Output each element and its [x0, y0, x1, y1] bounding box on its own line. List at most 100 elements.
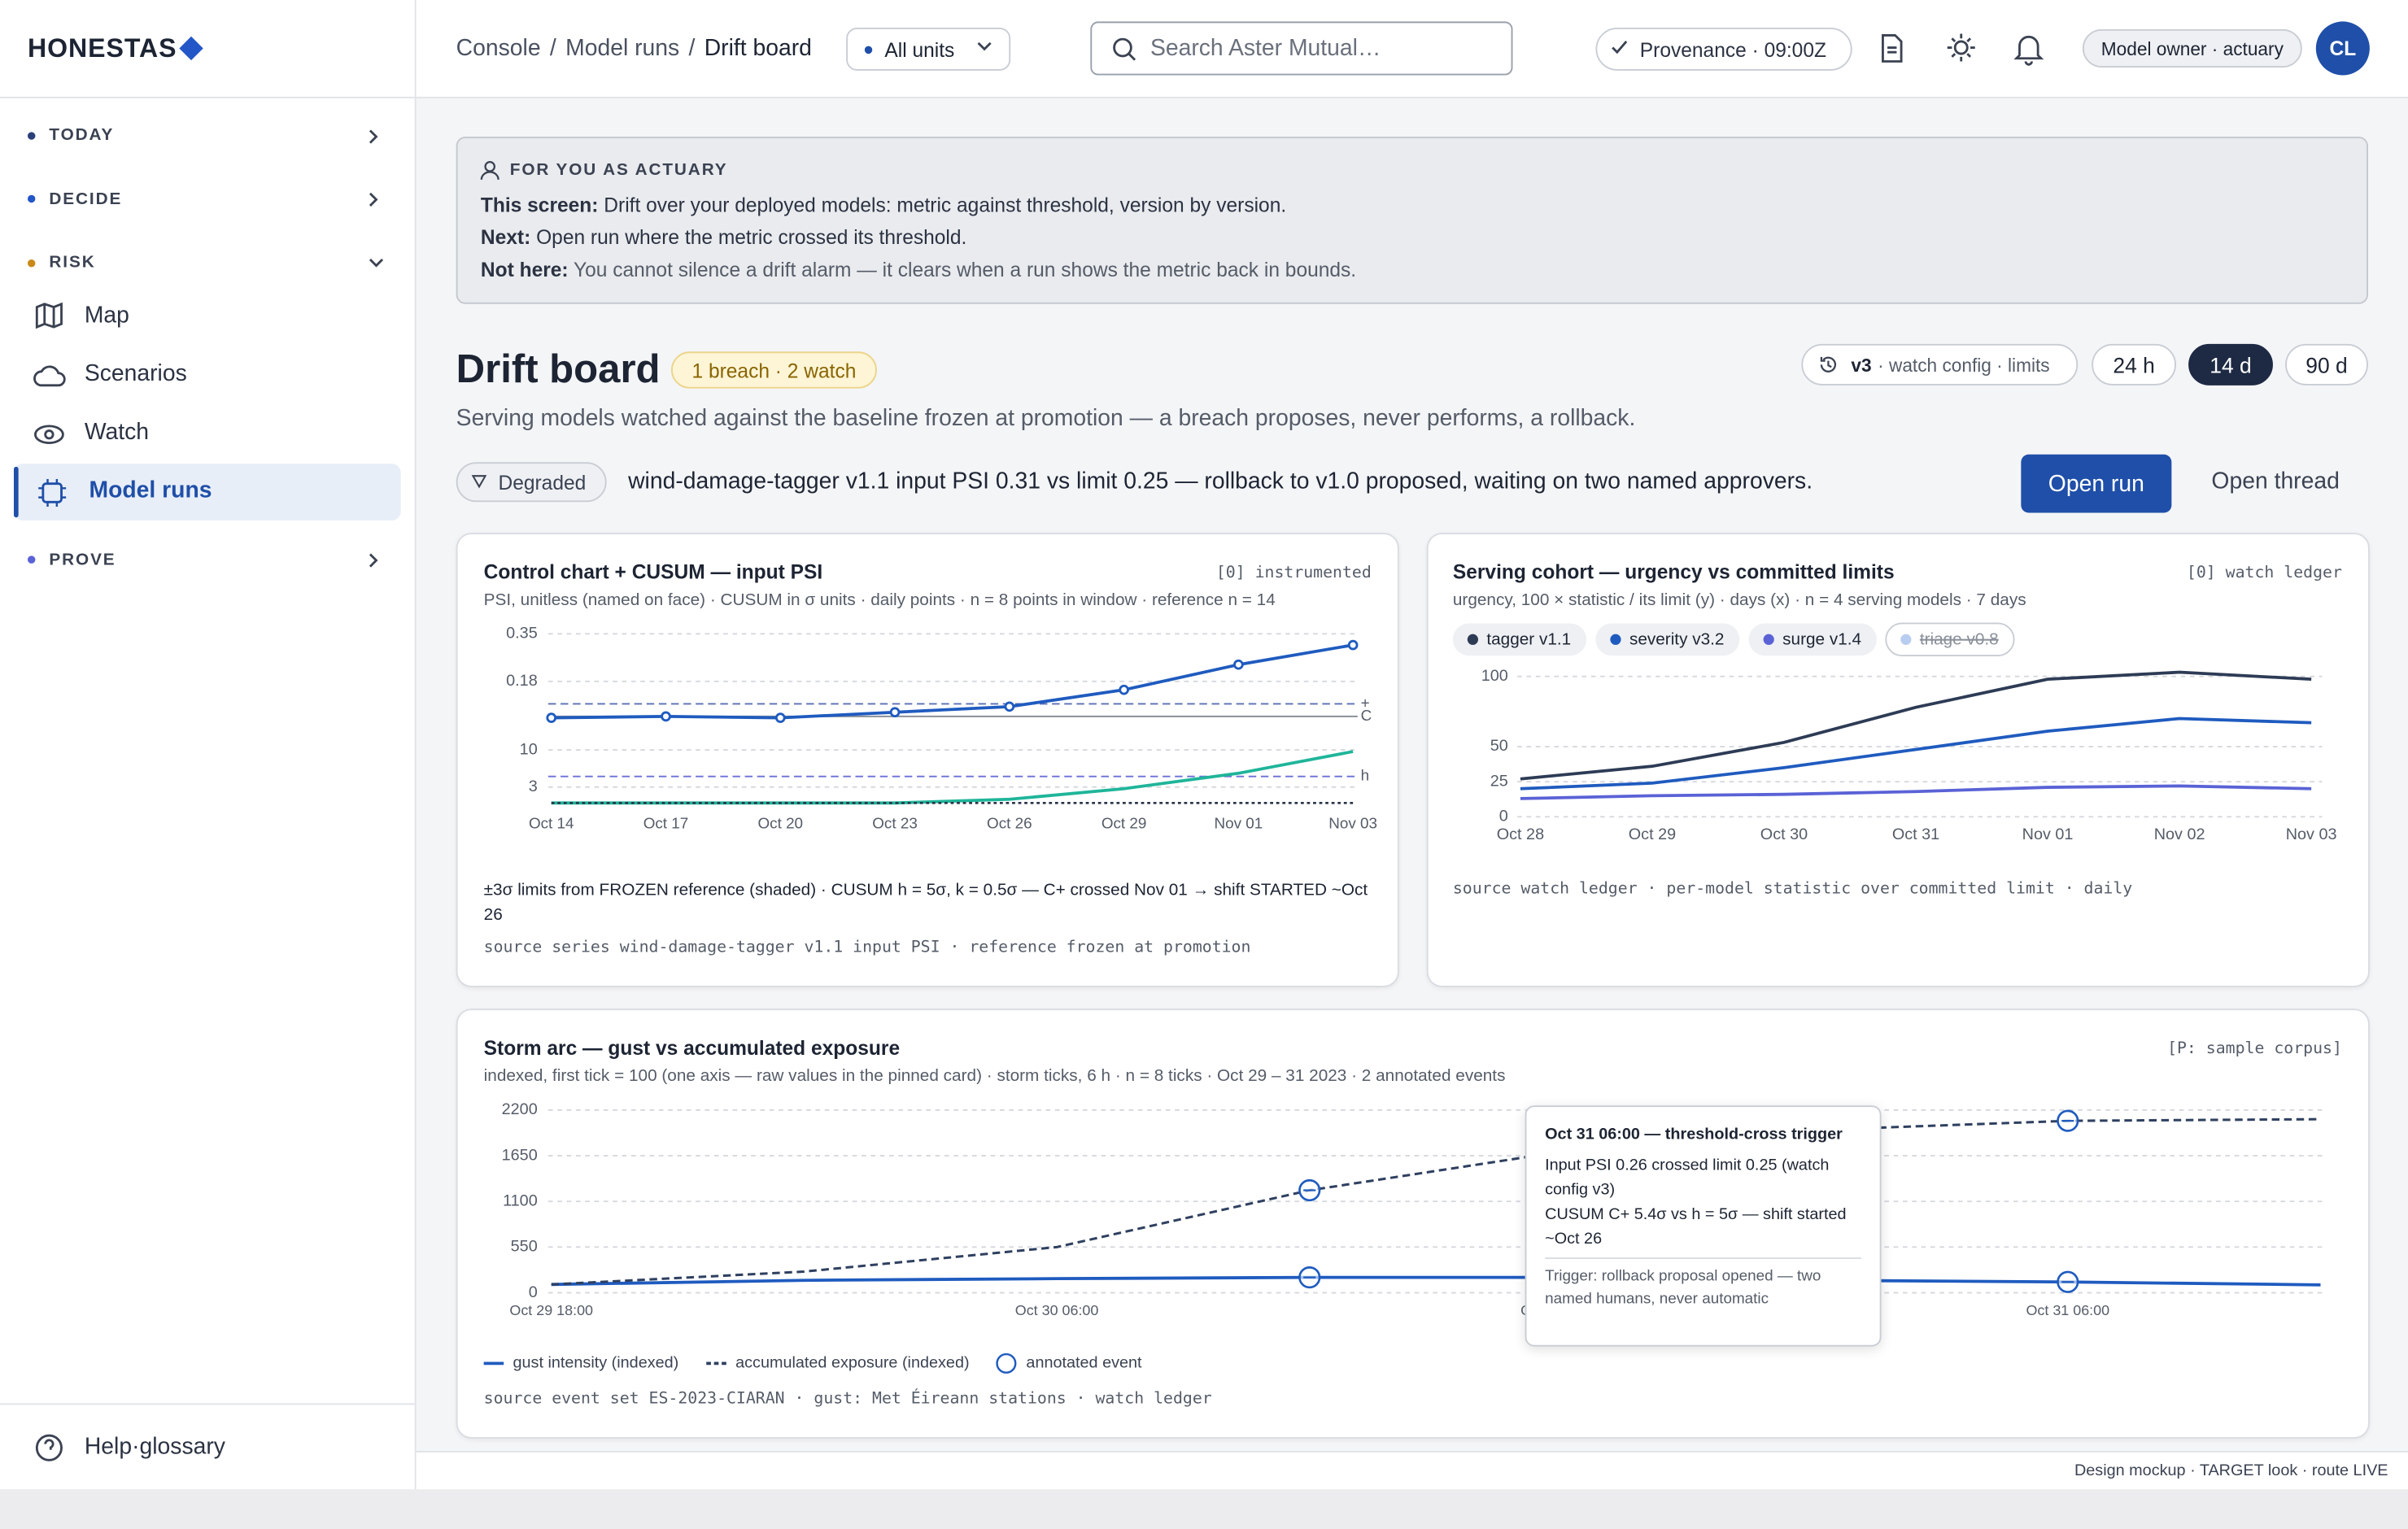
badge-label: 1 breach · 2 watch: [691, 358, 857, 382]
degraded-pill: Degraded: [456, 462, 607, 503]
tooltip-note: Trigger: rollback proposal opened — two …: [1545, 1257, 1862, 1311]
card-title: Serving cohort — urgency vs committed li…: [1452, 560, 1895, 584]
provenance[interactable]: Provenance · 09:00Z: [1595, 27, 1852, 71]
card-note: ±3σ limits from FROZEN reference (shaded…: [483, 881, 1368, 925]
banner-line: Next: Open run where the metric crossed …: [481, 226, 966, 249]
card-subtitle: indexed, first tick = 100 (one axis — ra…: [483, 1067, 1506, 1086]
doc-icon[interactable]: [1882, 34, 1903, 63]
banner-heading: FOR YOU AS ACTUARY: [509, 161, 728, 180]
brand[interactable]: HONESTAS: [27, 33, 177, 63]
status-label: Degraded: [498, 470, 587, 494]
provenance-label: Provenance · 09:00Z: [1639, 37, 1826, 61]
section-dot: [27, 132, 36, 140]
card-tag: [P: sample corpus]: [2167, 1039, 2342, 1058]
banner-label: This screen:: [480, 193, 599, 217]
banner-text: Drift over your deployed models: metric …: [598, 193, 1287, 217]
search-placeholder: Search Aster Mutual…: [1149, 35, 1381, 62]
divider: [0, 96, 415, 98]
avatar[interactable]: CL: [2315, 21, 2370, 76]
range-toggle[interactable]: 90 d: [2285, 343, 2368, 386]
banner-label: Next:: [480, 225, 531, 249]
search-icon: [1113, 37, 1132, 58]
range-label: 14 d: [2210, 352, 2252, 377]
config-pill[interactable]: v3 · watch config · limits: [1801, 343, 2079, 386]
section[interactable]: DECIDE: [49, 190, 123, 209]
nav-item[interactable]: Scenarios: [84, 360, 187, 387]
divider: [0, 1403, 415, 1405]
check-icon: [1612, 41, 1628, 54]
button-label: Open run: [2048, 470, 2144, 497]
user-icon: [480, 161, 499, 180]
tooltip-line: CUSUM C+ 5.4σ vs h = 5σ — shift started …: [1545, 1204, 1847, 1248]
banner-text: Open run where the metric crossed its th…: [530, 225, 967, 249]
tooltip-line: Input PSI 0.26 crossed limit 0.25 (watch…: [1545, 1156, 1830, 1200]
help-icon: [35, 1434, 63, 1461]
chip-icon: [38, 478, 67, 507]
role[interactable]: Model owner · actuary: [2082, 28, 2302, 68]
cloud-icon: [33, 365, 66, 387]
section[interactable]: RISK: [49, 253, 96, 272]
banner-line: Not here: You cannot silence a drift ala…: [481, 258, 1356, 281]
history-icon: [1820, 356, 1837, 372]
role-banner: [456, 137, 2368, 304]
nav-item[interactable]: Map: [84, 302, 129, 329]
breadcrumb: Console / Model runs / Drift board: [456, 35, 812, 62]
section-dot: [27, 194, 36, 203]
banner-text: You cannot silence a drift alarm — it cl…: [568, 258, 1357, 281]
bell-icon[interactable]: [2013, 35, 2044, 66]
chevron: [369, 192, 378, 207]
eye-icon: [34, 425, 64, 445]
chevron: [369, 259, 384, 268]
map-icon: [35, 302, 63, 329]
chevron: [369, 129, 378, 144]
role-label: Model owner · actuary: [2100, 37, 2284, 59]
card-title: Control chart + CUSUM — input PSI: [483, 560, 823, 584]
config-version: v3: [1851, 354, 1872, 376]
unit-filter[interactable]: All units: [846, 27, 1011, 71]
card-source: source watch ledger · per-model statisti…: [1452, 879, 2133, 899]
range-label: 90 d: [2305, 352, 2348, 377]
range-toggle[interactable]: 24 h: [2092, 343, 2177, 386]
topbar-icons: [977, 33, 2044, 66]
nav-item[interactable]: Watch: [84, 419, 150, 446]
page-subtitle: Serving models watched against the basel…: [456, 405, 1636, 432]
open-run-button[interactable]: Open run: [2021, 454, 2172, 513]
filter-icon: [471, 475, 487, 489]
active-item-bg: [13, 464, 401, 521]
alert-text: wind-damage-tagger v1.1 input PSI 0.31 v…: [628, 468, 1813, 494]
range-toggle[interactable]: 14 d: [2188, 343, 2273, 386]
search-box[interactable]: [1090, 21, 1513, 76]
theme-icon[interactable]: [1953, 40, 1969, 55]
page-title: Drift board: [456, 345, 661, 392]
sidebar-icons: [33, 129, 384, 1461]
crumb: Drift board: [704, 35, 812, 62]
avatar-label: CL: [2329, 37, 2357, 60]
theme-icon[interactable]: [1947, 33, 1975, 62]
chevron: [369, 553, 378, 568]
card-source: source event set ES-2023-CIARAN · gust: …: [483, 1389, 1212, 1409]
crumb[interactable]: Model runs: [565, 35, 680, 62]
banner-label: Not here:: [480, 258, 569, 281]
sidebar: HONESTAS TODAY DECIDE RISK PROVE: [0, 0, 417, 1490]
section[interactable]: TODAY: [49, 125, 115, 145]
section-dot: [27, 259, 36, 268]
unit-filter-label: All units: [884, 37, 955, 61]
card-tag: [0] instrumented: [1215, 563, 1372, 582]
banner-line: This screen: Drift over your deployed mo…: [481, 194, 1286, 216]
help-icon: [44, 1439, 55, 1450]
card-title: Storm arc — gust vs accumulated exposure: [483, 1036, 901, 1060]
footer-bar: [416, 1450, 2408, 1492]
section[interactable]: PROVE: [49, 551, 116, 570]
card-tag: [0] watch ledger: [2186, 563, 2342, 582]
footer-text: Design mockup · TARGET look · route LIVE: [2074, 1461, 2388, 1480]
tooltip: Oct 31 06:00 — threshold-cross trigger I…: [1525, 1105, 1882, 1347]
range-label: 24 h: [2113, 352, 2155, 377]
section-dot: [27, 555, 36, 564]
help-link[interactable]: Help·glossary: [84, 1434, 225, 1461]
card-source: source series wind-damage-tagger v1.1 in…: [483, 938, 1251, 957]
eye-icon: [44, 429, 55, 440]
nav-item[interactable]: Model runs: [89, 477, 212, 504]
open-thread-link[interactable]: Open thread: [2211, 468, 2340, 494]
crumb[interactable]: Console: [456, 35, 541, 62]
